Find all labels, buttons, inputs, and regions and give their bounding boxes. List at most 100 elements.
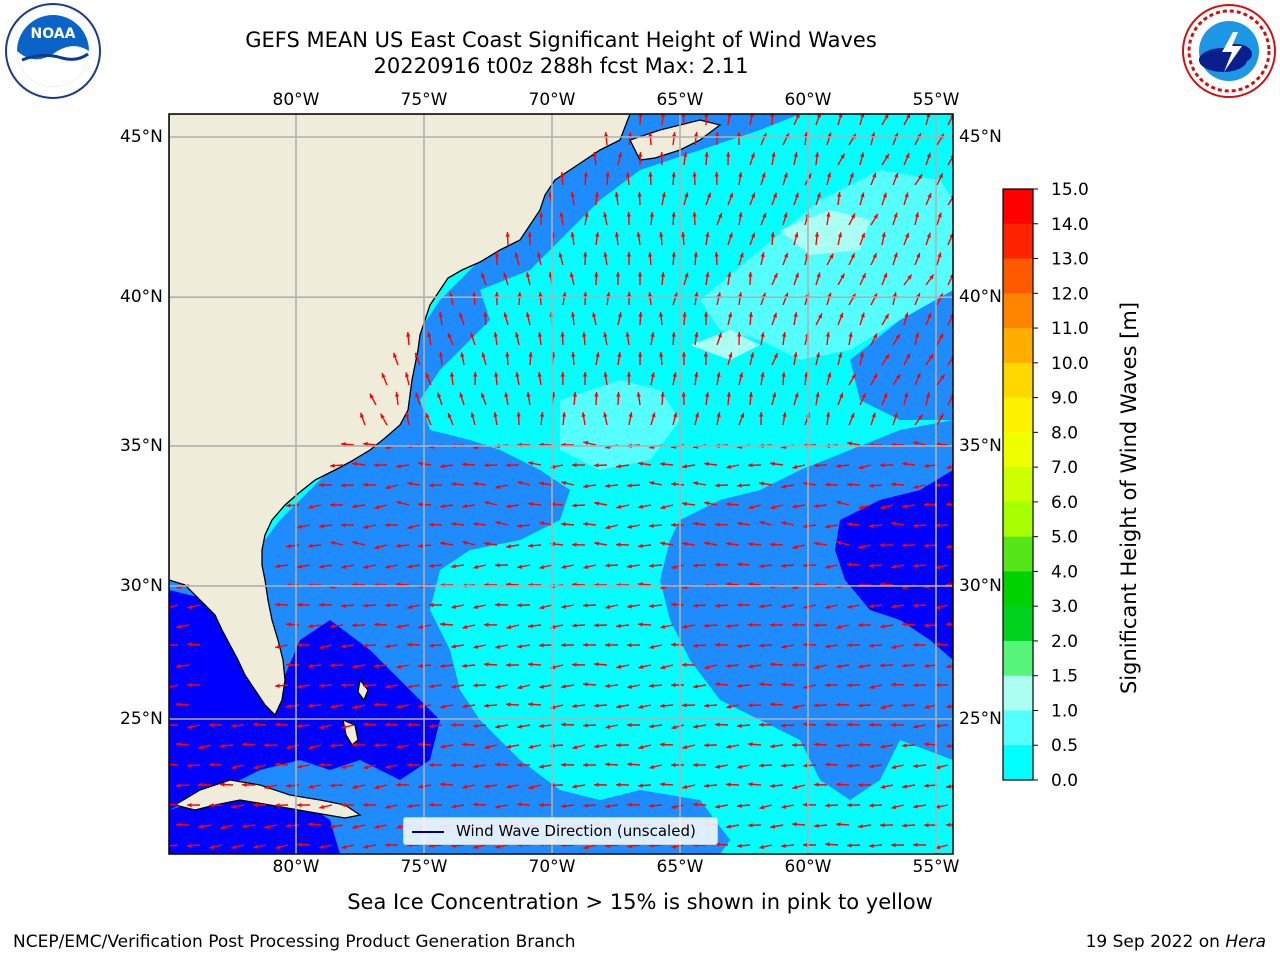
wave-direction-arrowhead xyxy=(297,842,302,847)
wave-direction-arrowhead xyxy=(891,842,896,848)
wave-direction-arrowhead xyxy=(681,232,686,237)
wave-direction-arrowhead xyxy=(803,132,809,137)
wave-direction-arrowhead xyxy=(803,802,808,807)
colorbar: 15.0 14.0 13.0 12.0 11.0 10.0 9.0 8.0 7.0 6.0 5.0 4… xyxy=(1002,180,1089,791)
wave-direction-arrowhead xyxy=(176,663,181,669)
wave-direction-arrowhead xyxy=(671,522,676,528)
wave-direction-arrowhead xyxy=(374,545,380,550)
wave-direction-arrowhead xyxy=(627,524,633,529)
wave-direction-arrowhead xyxy=(836,540,842,545)
wave-direction-arrowhead xyxy=(638,783,643,788)
wave-direction-arrowhead xyxy=(528,702,533,707)
wave-direction-arrowhead xyxy=(905,353,910,359)
wave-direction-arrowhead xyxy=(561,722,566,727)
wave-direction-arrowhead xyxy=(506,702,511,707)
wave-direction-arrowhead xyxy=(583,845,589,850)
wave-direction-arrowhead xyxy=(381,373,386,378)
wave-direction-arrowhead xyxy=(470,332,475,338)
wave-direction-arrowhead xyxy=(374,702,379,707)
wave-direction-arrowhead xyxy=(628,412,633,418)
wave-direction-arrowhead xyxy=(825,682,830,688)
wave-direction-arrowhead xyxy=(253,722,258,727)
wave-direction-arrowhead xyxy=(187,802,192,808)
wave-direction-arrowhead xyxy=(594,272,599,277)
wave-direction-arrowhead xyxy=(681,392,686,397)
wave-direction-arrowhead xyxy=(704,152,709,157)
wave-direction-arrowhead xyxy=(726,392,731,397)
wave-direction-arrowhead xyxy=(694,372,699,377)
wave-direction-arrowhead xyxy=(869,763,874,769)
wave-direction-arrowhead xyxy=(902,703,907,708)
wave-direction-arrowhead xyxy=(872,253,877,259)
wave-direction-arrowhead xyxy=(715,603,720,608)
colorbar-segment xyxy=(1003,571,1033,607)
lon-tick-top: 80°W xyxy=(272,90,320,110)
wave-direction-arrowhead xyxy=(935,523,940,528)
wave-direction-arrowhead xyxy=(627,762,632,767)
lat-tick-right: 30°N xyxy=(959,575,1002,596)
wave-direction-arrowhead xyxy=(860,192,865,198)
wave-direction-arrowhead xyxy=(253,844,259,849)
wave-direction-arrowhead xyxy=(638,622,643,627)
wave-direction-arrowhead xyxy=(860,114,865,118)
wave-direction-arrowhead xyxy=(902,784,908,789)
wave-direction-arrowhead xyxy=(872,333,877,339)
wave-direction-arrowhead xyxy=(716,372,721,378)
wave-direction-arrowhead xyxy=(626,372,632,377)
wave-direction-arrowhead xyxy=(605,803,610,809)
lon-tick-top: 55°W xyxy=(912,90,960,110)
wave-direction-arrowhead xyxy=(924,783,929,788)
wave-direction-arrowhead xyxy=(736,132,742,137)
wave-direction-arrowhead xyxy=(781,723,786,728)
wave-direction-arrowhead xyxy=(363,722,368,727)
wave-direction-arrowhead xyxy=(572,784,577,789)
wave-direction-arrowhead xyxy=(627,642,632,648)
wave-direction-arrowhead xyxy=(693,521,698,527)
wave-direction-arrowhead xyxy=(583,172,588,177)
colorbar-segment xyxy=(1003,258,1033,294)
wave-direction-arrowhead xyxy=(682,703,687,708)
wave-direction-arrowhead xyxy=(660,624,666,629)
wave-direction-arrowhead xyxy=(861,393,866,399)
wave-direction-arrowhead xyxy=(850,413,855,419)
wave-direction-arrowhead xyxy=(264,743,269,748)
wave-direction-arrowhead xyxy=(627,604,632,609)
wave-direction-arrowhead xyxy=(308,822,313,827)
wave-direction-arrowhead xyxy=(374,824,380,829)
wave-direction-arrowhead xyxy=(583,803,588,808)
wave-direction-arrowhead xyxy=(859,152,865,158)
wave-direction-arrowhead xyxy=(451,564,456,569)
wave-direction-arrowhead xyxy=(913,603,918,608)
wave-direction-arrowhead xyxy=(715,562,720,567)
wave-direction-arrowhead xyxy=(660,392,665,397)
wave-direction-arrowhead xyxy=(242,824,247,829)
wave-direction-arrowhead xyxy=(694,292,699,297)
wave-direction-arrowhead xyxy=(693,802,698,807)
wave-direction-arrowhead xyxy=(913,523,918,528)
wave-direction-arrowhead xyxy=(650,372,655,378)
wave-direction-arrowhead xyxy=(882,192,887,198)
colorbar-tick-label: 6.0 xyxy=(1051,493,1078,513)
wave-direction-arrowhead xyxy=(904,232,910,238)
colorbar-tick-label: 2.0 xyxy=(1051,632,1078,652)
wave-direction-arrowhead xyxy=(407,684,413,689)
wave-direction-arrowhead xyxy=(484,703,489,708)
wave-direction-arrowhead xyxy=(459,392,464,398)
wave-direction-arrowhead xyxy=(840,153,845,159)
wave-direction-arrowhead xyxy=(726,824,732,829)
wave-direction-arrowhead xyxy=(924,623,929,628)
wave-direction-arrowhead xyxy=(703,312,709,317)
wave-direction-arrowhead xyxy=(319,844,325,849)
wave-direction-arrowhead xyxy=(671,252,676,257)
wave-direction-arrowhead xyxy=(275,683,280,688)
lon-tick-top: 70°W xyxy=(528,90,576,110)
wave-direction-arrowhead xyxy=(659,232,664,237)
wave-direction-arrowhead xyxy=(770,743,775,749)
wave-direction-arrowhead xyxy=(393,352,398,358)
wave-direction-arrowhead xyxy=(939,413,944,419)
wave-direction-arrowhead xyxy=(341,564,347,569)
colorbar-tick-label: 10.0 xyxy=(1051,354,1089,374)
wave-direction-arrowhead xyxy=(425,373,430,379)
wave-direction-arrowhead xyxy=(914,212,920,218)
wave-direction-arrowhead xyxy=(891,604,896,609)
